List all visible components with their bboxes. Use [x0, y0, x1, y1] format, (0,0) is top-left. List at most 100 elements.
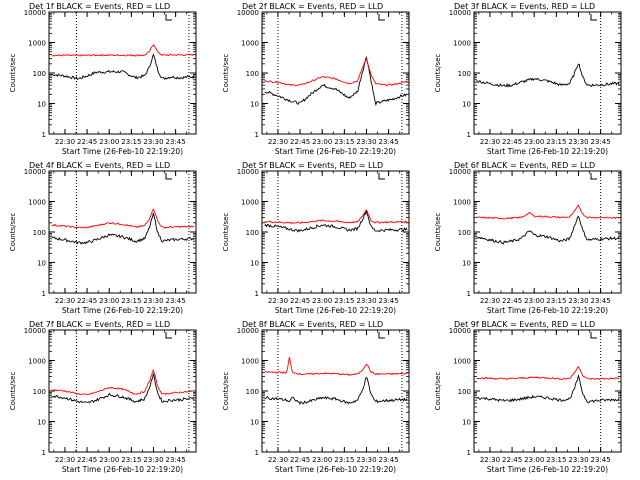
x-tick-label: 23:30	[568, 456, 588, 464]
y-tick-label: 1	[467, 131, 471, 139]
lld-series-line	[51, 44, 195, 57]
x-axis-label: Start Time (26-Feb-10 22:19:20)	[487, 306, 608, 315]
events-series-line	[51, 53, 195, 81]
y-tick-label: 1	[467, 290, 471, 298]
plot-frame	[48, 170, 197, 294]
y-tick-label: 100	[246, 388, 259, 396]
x-tick-label: 23:30	[568, 138, 588, 146]
legend-glyph	[590, 173, 597, 180]
y-tick-label: 10000	[24, 168, 46, 176]
y-tick-label: 10	[462, 101, 471, 109]
y-tick-label: 10000	[237, 168, 259, 176]
legend-glyph	[165, 14, 172, 21]
y-tick-label: 10	[462, 260, 471, 268]
x-axis-label: Start Time (26-Feb-10 22:19:20)	[62, 465, 183, 474]
events-series-line	[264, 210, 408, 233]
y-tick-label: 10	[250, 101, 259, 109]
y-tick-label: 1000	[241, 40, 259, 48]
y-tick-label: 10	[37, 419, 46, 427]
x-axis-label: Start Time (26-Feb-10 22:19:20)	[487, 465, 608, 474]
plot-frame	[48, 11, 197, 135]
y-tick-label: 100	[33, 229, 46, 237]
x-tick-label: 23:15	[334, 297, 354, 305]
y-tick-label: 1000	[453, 40, 471, 48]
y-tick-label: 10000	[24, 327, 46, 335]
x-tick-label: 23:30	[143, 138, 163, 146]
y-tick-label: 1	[255, 131, 259, 139]
x-tick-label: 23:15	[546, 138, 566, 146]
events-series-line	[264, 55, 408, 107]
x-tick-label: 22:30	[55, 138, 75, 146]
x-tick-label: 22:30	[55, 456, 75, 464]
y-axis-label: Counts/sec	[434, 372, 442, 411]
y-tick-label: 10	[250, 419, 259, 427]
y-axis-label: Counts/sec	[9, 213, 17, 252]
x-tick-label: 23:00	[99, 297, 119, 305]
lld-series-line	[476, 204, 620, 220]
plot-frame	[48, 329, 197, 453]
x-tick-label: 23:45	[591, 297, 611, 305]
lld-series-line	[264, 209, 408, 224]
detector-panel: Det 6f BLACK = Events, RED = LLD 1 10 100 10…	[434, 161, 622, 315]
x-tick-label: 23:00	[524, 456, 544, 464]
x-tick-label: 23:15	[546, 456, 566, 464]
y-tick-label: 100	[458, 70, 471, 78]
x-tick-label: 23:45	[379, 456, 399, 464]
x-tick-label: 23:30	[356, 297, 376, 305]
x-tick-label: 23:30	[143, 297, 163, 305]
y-axis-label: Counts/sec	[9, 54, 17, 93]
panel-title: Det 3f BLACK = Events, RED = LLD	[454, 2, 595, 11]
events-series-line	[476, 63, 620, 88]
y-tick-label: 1000	[241, 358, 259, 366]
x-tick-label: 22:45	[502, 456, 522, 464]
x-tick-label: 22:30	[480, 456, 500, 464]
y-tick-label: 100	[458, 229, 471, 237]
y-axis-label: Counts/sec	[434, 213, 442, 252]
lld-series-line	[51, 368, 195, 396]
legend-glyph	[590, 14, 597, 21]
y-tick-label: 1	[42, 290, 46, 298]
x-tick-label: 23:00	[99, 138, 119, 146]
x-tick-label: 22:30	[480, 297, 500, 305]
x-tick-label: 23:45	[166, 297, 186, 305]
y-axis-label: Counts/sec	[222, 213, 230, 252]
y-axis-label: Counts/sec	[434, 54, 442, 93]
x-tick-label: 23:15	[121, 297, 141, 305]
x-tick-label: 23:15	[121, 456, 141, 464]
x-axis-label: Start Time (26-Feb-10 22:19:20)	[62, 147, 183, 156]
y-tick-label: 1000	[453, 199, 471, 207]
lld-series-line	[264, 58, 408, 87]
x-tick-label: 22:45	[502, 297, 522, 305]
panel-title: Det 5f BLACK = Events, RED = LLD	[242, 161, 383, 170]
x-tick-label: 23:15	[334, 138, 354, 146]
x-tick-label: 23:00	[524, 138, 544, 146]
x-tick-label: 22:45	[77, 138, 97, 146]
x-tick-label: 23:45	[591, 456, 611, 464]
detector-panel: Det 4f BLACK = Events, RED = LLD 1 10 100 10…	[9, 161, 197, 315]
x-tick-label: 22:30	[268, 297, 288, 305]
x-tick-label: 22:45	[77, 297, 97, 305]
plot-frame	[261, 329, 410, 453]
y-tick-label: 10000	[24, 9, 46, 17]
detector-panel: Det 7f BLACK = Events, RED = LLD 1 10 100 10…	[9, 320, 197, 474]
x-tick-label: 23:00	[312, 297, 332, 305]
x-tick-label: 23:45	[379, 138, 399, 146]
detector-panel: Det 5f BLACK = Events, RED = LLD 1 10 100 10…	[222, 161, 410, 315]
panel-title: Det 8f BLACK = Events, RED = LLD	[242, 320, 383, 329]
events-series-line	[51, 212, 195, 245]
y-axis-label: Counts/sec	[9, 372, 17, 411]
panel-title: Det 1f BLACK = Events, RED = LLD	[29, 2, 170, 11]
y-tick-label: 100	[458, 388, 471, 396]
legend-glyph	[378, 332, 385, 339]
y-tick-label: 1	[467, 449, 471, 457]
plot-frame	[473, 329, 622, 453]
y-tick-label: 100	[33, 70, 46, 78]
legend-glyph	[165, 332, 172, 339]
detector-panel: Det 2f BLACK = Events, RED = LLD 1 10 100 10…	[222, 2, 410, 156]
lld-series-line	[264, 357, 408, 377]
x-tick-label: 22:45	[290, 456, 310, 464]
y-tick-label: 1000	[28, 40, 46, 48]
events-series-line	[476, 215, 620, 245]
x-tick-label: 23:00	[312, 456, 332, 464]
y-tick-label: 1	[255, 449, 259, 457]
